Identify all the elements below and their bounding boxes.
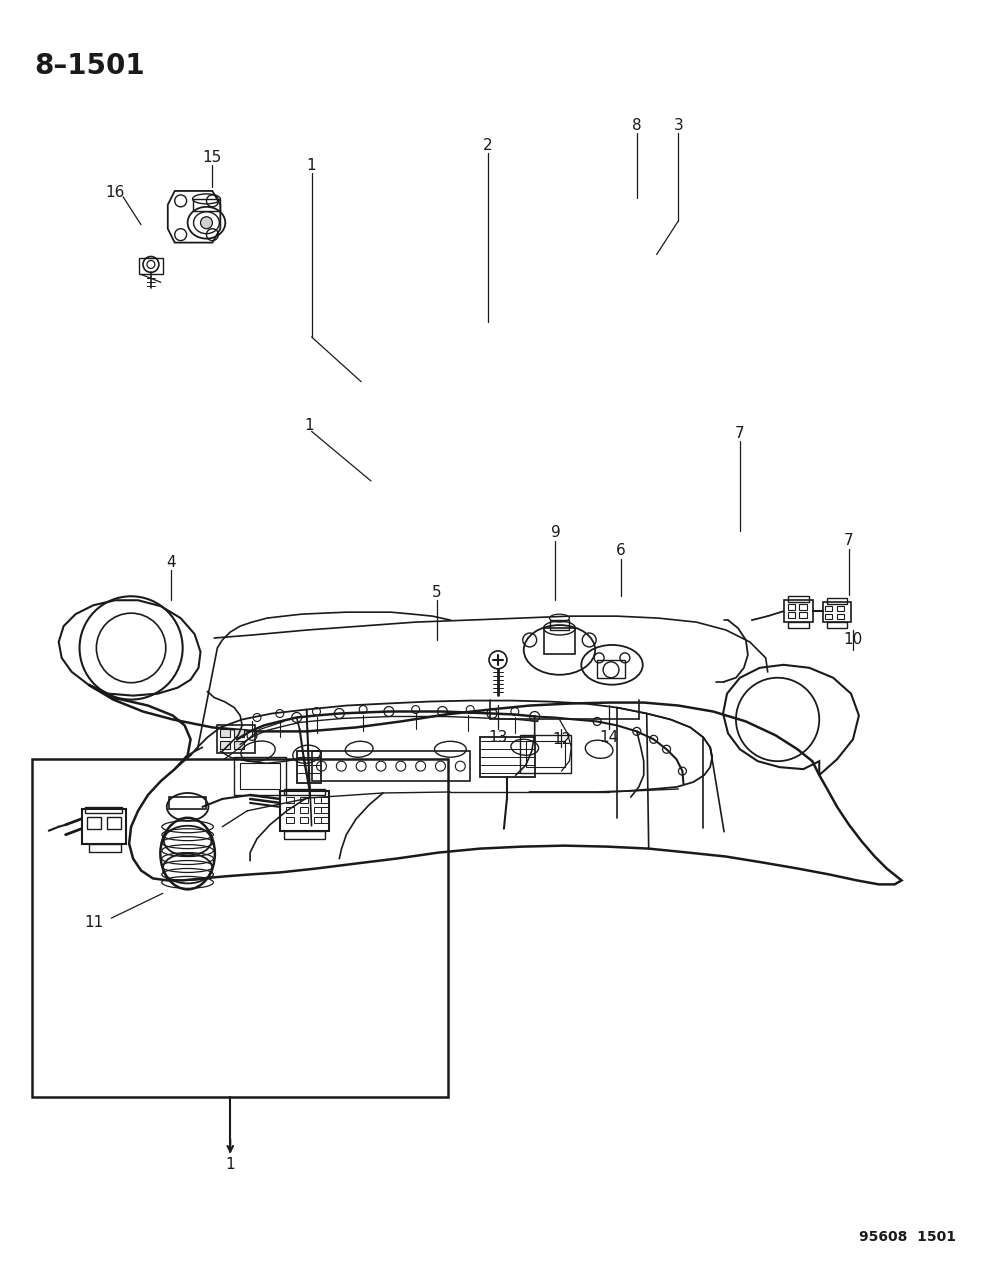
Bar [296,751,321,783]
Bar [299,807,307,813]
Text: 7: 7 [735,426,745,441]
Text: 10: 10 [843,632,862,648]
Bar [313,797,321,803]
Bar [168,797,206,808]
Text: 1: 1 [225,1156,235,1172]
Text: 15: 15 [203,149,222,164]
Bar [826,615,832,620]
Bar [520,736,572,773]
Text: 4: 4 [165,555,175,570]
Bar [788,612,796,618]
Text: 1: 1 [305,418,314,434]
Bar [107,817,121,829]
Circle shape [200,217,212,228]
Bar [234,729,244,737]
Bar [550,620,570,630]
Bar [285,807,293,813]
Bar [827,598,847,604]
Text: 11: 11 [84,914,103,929]
Bar [800,604,808,611]
Bar [837,615,844,620]
Bar [321,817,329,822]
Bar [544,629,576,654]
Bar [788,604,796,611]
Bar [220,741,230,750]
Bar [800,612,808,618]
Bar [321,807,329,813]
Bar [788,622,810,629]
Bar [313,817,321,822]
Text: 6: 6 [616,543,625,558]
Bar [480,737,535,776]
Bar [299,817,307,822]
Bar [598,660,625,678]
Bar [837,606,844,611]
Bar [321,797,329,803]
Text: 2: 2 [484,138,493,153]
Bar [234,757,285,796]
Bar [311,751,470,782]
Bar [240,764,279,789]
Text: 9: 9 [551,525,560,541]
Bar [87,817,101,829]
Bar [299,797,307,803]
Bar [526,741,566,768]
Bar [139,259,163,274]
Text: 16: 16 [105,185,125,200]
Text: 8–1501: 8–1501 [34,52,145,80]
Text: 5: 5 [432,585,441,599]
Bar [81,808,126,844]
Bar [279,790,329,831]
Text: 13: 13 [489,729,507,745]
Bar [234,741,244,750]
Text: 95608  1501: 95608 1501 [859,1230,956,1244]
Text: 14: 14 [600,729,618,745]
Bar [313,807,321,813]
Bar [788,597,810,602]
Bar [826,606,832,611]
Bar [220,729,230,737]
Bar [89,844,121,852]
Text: 12: 12 [552,732,571,747]
Bar [283,831,325,839]
Bar [824,602,851,622]
Text: 7: 7 [844,533,854,548]
Bar [192,199,220,210]
Text: 1: 1 [307,158,316,172]
Bar [32,759,448,1096]
Bar [283,789,325,796]
Bar [285,817,293,822]
Bar [827,622,847,629]
Bar [285,797,293,803]
Text: 3: 3 [674,117,684,133]
Bar [784,601,814,622]
Text: 8: 8 [632,117,641,133]
Bar [217,725,255,754]
Bar [85,807,122,813]
